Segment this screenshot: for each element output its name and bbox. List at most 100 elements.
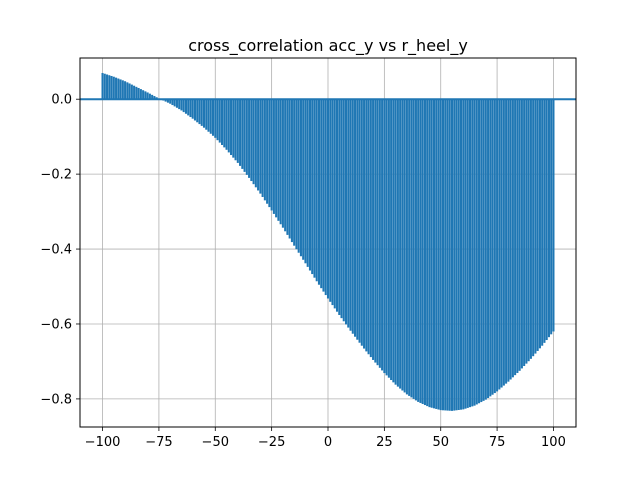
correlation-bar: [174, 99, 176, 106]
correlation-bar: [478, 99, 480, 403]
correlation-bar: [534, 99, 536, 353]
correlation-bar: [413, 99, 415, 399]
correlation-bar: [390, 99, 392, 380]
correlation-bar: [214, 99, 216, 138]
correlation-bar: [264, 99, 266, 200]
correlation-bar: [476, 99, 478, 404]
correlation-bar: [467, 99, 469, 408]
correlation-bar: [140, 89, 142, 99]
correlation-bar: [266, 99, 268, 204]
correlation-bar: [298, 99, 300, 253]
correlation-bar: [455, 99, 457, 410]
correlation-bar: [541, 99, 543, 346]
x-tick-label: −75: [145, 435, 172, 450]
y-tick-label: −0.2: [40, 168, 72, 183]
correlation-bar: [293, 99, 295, 245]
correlation-bar: [462, 99, 464, 409]
correlation-bar: [343, 99, 345, 321]
correlation-bar: [543, 99, 545, 343]
correlation-bar: [331, 99, 333, 305]
correlation-bar: [273, 99, 275, 214]
correlation-bar: [483, 99, 485, 401]
correlation-bar: [523, 99, 525, 366]
correlation-bar: [435, 99, 437, 409]
correlation-bar: [320, 99, 322, 288]
correlation-bar: [124, 81, 126, 99]
correlation-bar: [428, 99, 430, 407]
correlation-bar: [282, 99, 284, 227]
correlation-bar: [316, 99, 318, 281]
correlation-bar: [108, 75, 110, 99]
correlation-bar: [147, 92, 149, 99]
correlation-bar: [437, 99, 439, 409]
correlation-bar: [325, 99, 327, 295]
correlation-bar: [176, 99, 178, 108]
correlation-bar: [532, 99, 534, 356]
correlation-bar: [525, 99, 527, 363]
correlation-bar: [115, 78, 117, 100]
correlation-bar: [460, 99, 462, 409]
correlation-bar: [377, 99, 379, 365]
correlation-bar: [248, 99, 250, 178]
correlation-bar: [444, 99, 446, 410]
correlation-bar: [318, 99, 320, 285]
correlation-bar: [183, 99, 185, 112]
correlation-bar: [257, 99, 259, 190]
correlation-bar: [291, 99, 293, 242]
correlation-bar: [417, 99, 419, 402]
x-tick-label: 100: [541, 435, 566, 450]
x-tick-label: 50: [432, 435, 449, 450]
correlation-bar: [381, 99, 383, 370]
x-tick-label: −25: [258, 435, 285, 450]
correlation-bar: [399, 99, 401, 388]
correlation-bar: [135, 87, 137, 99]
correlation-bar: [111, 76, 113, 99]
correlation-bar: [507, 99, 509, 381]
y-tick-label: −0.6: [40, 317, 72, 332]
correlation-bar: [142, 90, 144, 99]
correlation-bar: [422, 99, 424, 404]
correlation-bar: [244, 99, 246, 172]
correlation-bar: [237, 99, 239, 163]
correlation-bar: [397, 99, 399, 386]
correlation-bar: [370, 99, 372, 357]
correlation-bar: [498, 99, 500, 389]
correlation-bar: [189, 99, 191, 117]
correlation-bar: [440, 99, 442, 410]
correlation-bar: [340, 99, 342, 318]
correlation-bar: [359, 99, 361, 343]
correlation-bar: [424, 99, 426, 405]
correlation-bar: [410, 99, 412, 397]
correlation-bar: [219, 99, 221, 142]
correlation-bar: [514, 99, 516, 375]
correlation-bar: [241, 99, 243, 169]
correlation-bar: [126, 82, 128, 99]
correlation-bar: [226, 99, 228, 150]
correlation-bar: [548, 99, 550, 337]
correlation-bar: [300, 99, 302, 256]
correlation-bar: [322, 99, 324, 291]
correlation-bar: [309, 99, 311, 270]
correlation-bar: [395, 99, 397, 384]
x-tick-label: 75: [489, 435, 506, 450]
correlation-bar: [203, 99, 205, 127]
correlation-bar: [433, 99, 435, 408]
y-tick-label: 0.0: [51, 93, 72, 108]
correlation-bar: [194, 99, 196, 120]
correlation-bar: [207, 99, 209, 132]
correlation-bar: [289, 99, 291, 238]
correlation-bar: [471, 99, 473, 406]
correlation-bar: [474, 99, 476, 405]
correlation-bar: [138, 88, 140, 99]
correlation-bar: [426, 99, 428, 406]
correlation-bar: [354, 99, 356, 337]
correlation-bar: [106, 74, 108, 99]
correlation-bar: [480, 99, 482, 402]
chart-title: cross_correlation acc_y vs r_heel_y: [188, 36, 468, 56]
correlation-bar: [352, 99, 354, 334]
correlation-bar: [528, 99, 530, 361]
correlation-bar: [120, 79, 122, 99]
correlation-bar: [464, 99, 466, 408]
correlation-bar: [246, 99, 248, 175]
correlation-bar: [458, 99, 460, 410]
